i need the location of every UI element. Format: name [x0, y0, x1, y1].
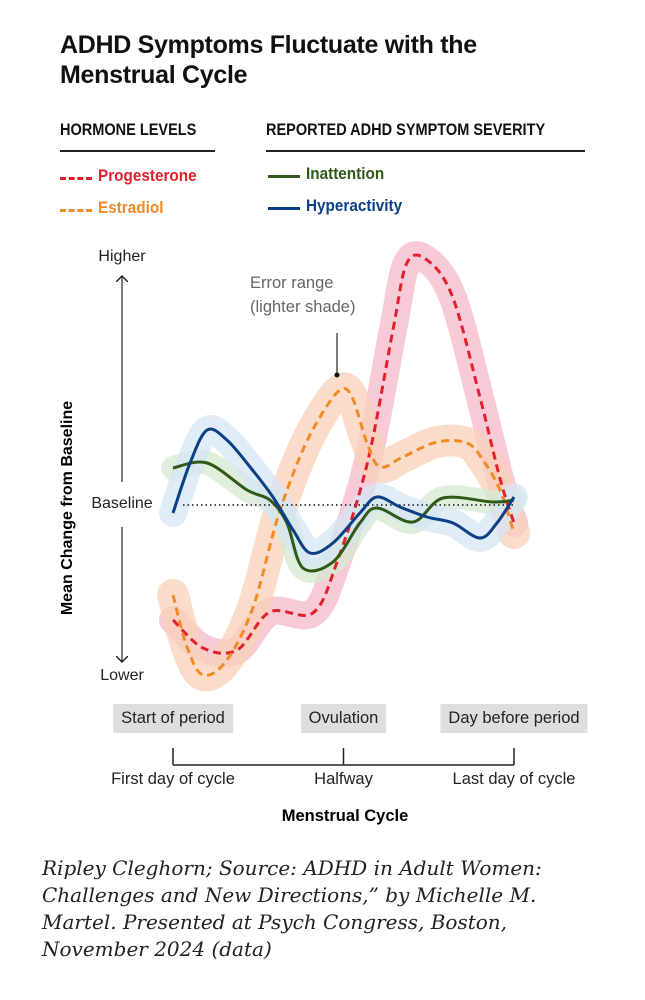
chart-title: ADHD Symptoms Fluctuate with the Menstru… — [60, 31, 477, 89]
legend-rule-symptoms — [266, 150, 585, 152]
x-tick-label: First day of cycle — [111, 770, 235, 788]
series-line-inattention — [172, 460, 515, 573]
caption: Ripley Cleghorn; Source: ADHD in Adult W… — [42, 856, 542, 961]
phase-label: Start of period — [113, 704, 233, 733]
legend-label-progesterone: Progesterone — [98, 166, 197, 185]
legend-label-hyperactivity: Hyperactivity — [306, 196, 403, 215]
annotation-line-1: Error range — [250, 274, 334, 292]
series-line-hyperactivity — [171, 427, 516, 555]
annotation-error-range: Error range (lighter shade) — [250, 271, 355, 319]
legend-swatch-hyperactivity — [268, 207, 300, 210]
phase-label: Day before period — [440, 704, 588, 733]
x-tick-label: Halfway — [314, 770, 373, 788]
legend-header-symptoms: REPORTED ADHD SYMPTOM SEVERITY — [266, 121, 546, 139]
y-label-lower: Lower — [100, 667, 144, 684]
x-tick-label: Last day of cycle — [452, 770, 576, 788]
annotation-dot — [334, 372, 340, 378]
legend-swatch-estradiol — [60, 209, 92, 212]
y-axis-label: Mean Change from Baseline — [59, 401, 76, 615]
x-axis-label: Menstrual Cycle — [282, 807, 409, 825]
series-line-progesterone — [171, 253, 516, 655]
series-line-estradiol — [171, 386, 516, 677]
legend-swatch-progesterone — [60, 177, 92, 180]
legend-label-inattention: Inattention — [306, 164, 385, 183]
legend-swatch-inattention — [268, 175, 300, 178]
legend-header-hormones: HORMONE LEVELS — [60, 121, 197, 139]
legend-rule-hormones — [60, 150, 215, 152]
y-label-baseline: Baseline — [91, 495, 153, 512]
phase-label: Ovulation — [300, 704, 387, 733]
y-label-higher: Higher — [98, 248, 146, 265]
legend-label-estradiol: Estradiol — [98, 198, 164, 217]
annotation-line-2: (lighter shade) — [250, 298, 356, 316]
